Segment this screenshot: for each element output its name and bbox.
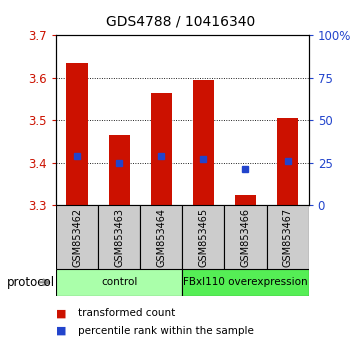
Bar — [109, 135, 130, 205]
Bar — [182, 205, 225, 269]
Text: GSM853463: GSM853463 — [114, 208, 124, 267]
Bar — [235, 195, 256, 205]
Text: GSM853465: GSM853465 — [198, 207, 208, 267]
Bar — [266, 205, 309, 269]
Bar — [277, 118, 298, 205]
Text: GSM853464: GSM853464 — [156, 208, 166, 267]
Text: ■: ■ — [56, 326, 66, 336]
Text: GSM853467: GSM853467 — [283, 207, 293, 267]
Text: GDS4788 / 10416340: GDS4788 / 10416340 — [106, 14, 255, 28]
Text: control: control — [101, 277, 137, 287]
Bar — [66, 63, 87, 205]
Text: GSM853466: GSM853466 — [240, 208, 251, 267]
Bar — [56, 269, 182, 296]
Text: GSM853462: GSM853462 — [72, 207, 82, 267]
Bar — [56, 205, 98, 269]
Bar — [140, 205, 182, 269]
Text: FBxl110 overexpression: FBxl110 overexpression — [183, 277, 308, 287]
Bar — [182, 269, 309, 296]
Text: percentile rank within the sample: percentile rank within the sample — [78, 326, 253, 336]
Bar — [225, 205, 266, 269]
Text: protocol: protocol — [7, 276, 55, 289]
Bar — [98, 205, 140, 269]
Bar — [193, 80, 214, 205]
Text: transformed count: transformed count — [78, 308, 175, 318]
Bar — [151, 93, 172, 205]
Text: ■: ■ — [56, 308, 66, 318]
